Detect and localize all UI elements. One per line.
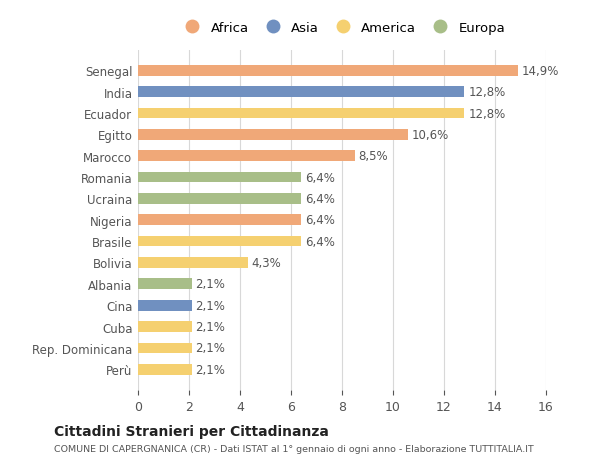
Text: 6,4%: 6,4%	[305, 171, 335, 184]
Text: 6,4%: 6,4%	[305, 214, 335, 227]
Text: 2,1%: 2,1%	[196, 320, 225, 333]
Text: 2,1%: 2,1%	[196, 363, 225, 376]
Text: 12,8%: 12,8%	[468, 86, 505, 99]
Text: COMUNE DI CAPERGNANICA (CR) - Dati ISTAT al 1° gennaio di ogni anno - Elaborazio: COMUNE DI CAPERGNANICA (CR) - Dati ISTAT…	[54, 444, 534, 453]
Bar	[138, 257, 248, 268]
Bar	[138, 343, 191, 353]
Text: Cittadini Stranieri per Cittadinanza: Cittadini Stranieri per Cittadinanza	[54, 425, 329, 438]
Bar	[138, 215, 301, 226]
Bar	[138, 364, 191, 375]
Bar	[138, 130, 409, 140]
Text: 2,1%: 2,1%	[196, 299, 225, 312]
Bar	[138, 173, 301, 183]
Legend: Africa, Asia, America, Europa: Africa, Asia, America, Europa	[173, 17, 511, 40]
Text: 8,5%: 8,5%	[359, 150, 388, 163]
Text: 6,4%: 6,4%	[305, 192, 335, 206]
Bar	[138, 194, 301, 204]
Bar	[138, 236, 301, 247]
Bar	[138, 321, 191, 332]
Bar	[138, 87, 464, 98]
Bar	[138, 279, 191, 290]
Text: 2,1%: 2,1%	[196, 278, 225, 291]
Text: 2,1%: 2,1%	[196, 341, 225, 355]
Bar	[138, 108, 464, 119]
Bar	[138, 300, 191, 311]
Text: 14,9%: 14,9%	[522, 65, 559, 78]
Text: 10,6%: 10,6%	[412, 129, 449, 142]
Bar	[138, 151, 355, 162]
Bar	[138, 66, 518, 77]
Text: 6,4%: 6,4%	[305, 235, 335, 248]
Text: 12,8%: 12,8%	[468, 107, 505, 120]
Text: 4,3%: 4,3%	[251, 257, 281, 269]
